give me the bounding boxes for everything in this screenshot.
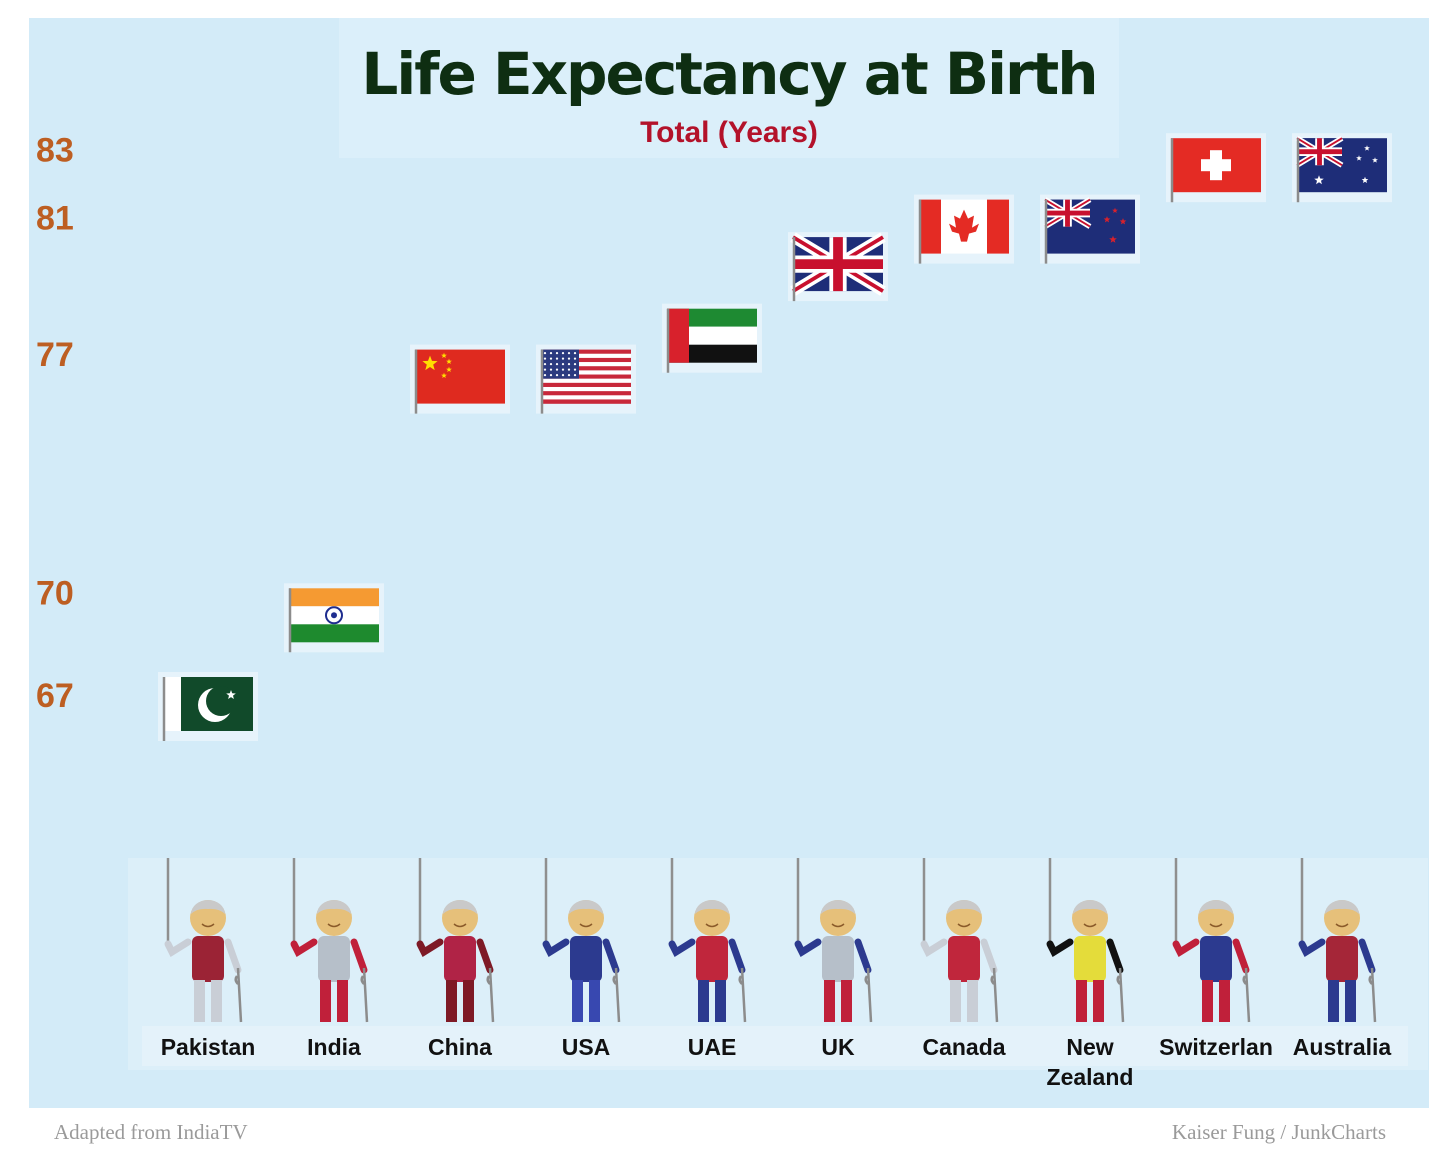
elderly-person-with-cane-icon — [668, 858, 747, 1023]
y-tick-label: 81 — [36, 200, 74, 238]
category-label-bg — [1276, 1026, 1408, 1066]
category-label-bg — [520, 1026, 652, 1066]
category-label-bg — [646, 1026, 778, 1066]
elderly-person-with-cane-icon — [794, 858, 873, 1023]
category-label-bg — [772, 1026, 904, 1066]
flag-uk-marker — [788, 232, 888, 302]
y-tick-label: 67 — [36, 677, 74, 715]
category-label: Switzerlan — [1159, 1034, 1273, 1060]
category-label-bg — [268, 1026, 400, 1066]
flag-pakistan-marker — [158, 672, 258, 741]
category-label-bg — [142, 1026, 274, 1066]
elderly-person-with-cane-icon — [542, 858, 621, 1023]
flag-uae-marker — [662, 303, 762, 373]
category-label-bg — [1024, 1026, 1156, 1066]
category-label: UAE — [688, 1034, 737, 1060]
category-label: Pakistan — [161, 1034, 256, 1060]
chart-title: Life Expectancy at Birth — [361, 40, 1098, 108]
category-label: Canada — [922, 1034, 1005, 1060]
credit-left: Adapted from IndiaTV — [54, 1120, 248, 1144]
category-label: UK — [821, 1034, 855, 1060]
y-tick-label: 83 — [36, 131, 74, 169]
flag-new-zealand-marker — [1040, 194, 1140, 264]
y-tick-label: 77 — [36, 336, 74, 374]
flag-china-marker — [410, 344, 510, 414]
category-label: Australia — [1293, 1034, 1392, 1060]
elderly-person-with-cane-icon — [164, 858, 243, 1023]
elderly-person-with-cane-icon — [1046, 858, 1125, 1023]
elderly-person-with-cane-icon — [920, 858, 999, 1023]
title-band: Life Expectancy at Birth Total (Years) — [339, 18, 1119, 158]
category-label: India — [307, 1034, 361, 1060]
y-tick-label: 70 — [36, 575, 74, 613]
flag-canada-marker — [914, 194, 1014, 264]
elderly-person-with-cane-icon — [1172, 858, 1251, 1023]
category-label: China — [428, 1034, 492, 1060]
flag-australia-marker — [1292, 133, 1392, 203]
elderly-person-with-cane-icon — [290, 858, 369, 1023]
category-label: New — [1066, 1034, 1113, 1060]
flag-switzerland-marker — [1166, 133, 1266, 203]
credit-right: Kaiser Fung / JunkCharts — [1171, 1120, 1386, 1144]
category-label-bg — [1150, 1026, 1282, 1066]
chart-subtitle: Total (Years) — [640, 116, 818, 149]
category-label: USA — [562, 1034, 611, 1060]
flag-usa-marker — [536, 344, 636, 414]
category-label-bg — [898, 1026, 1030, 1066]
category-label: Zealand — [1047, 1064, 1134, 1090]
flag-india-marker — [284, 583, 384, 653]
elderly-person-with-cane-icon — [1298, 858, 1377, 1023]
elderly-person-with-cane-icon — [416, 858, 495, 1023]
category-label-bg — [394, 1026, 526, 1066]
